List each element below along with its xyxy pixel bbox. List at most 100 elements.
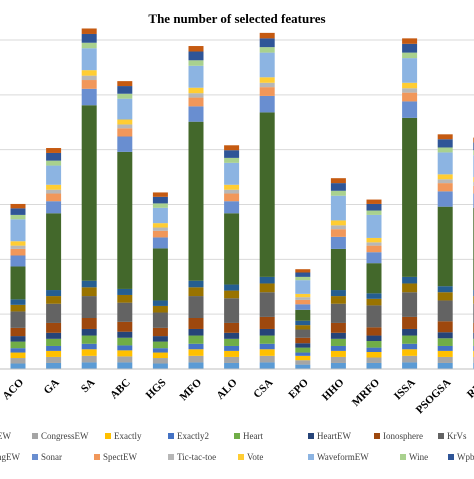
bar-segment-ionosphere-mrfo: [367, 327, 382, 335]
bar-segment-sonar-psogsa: [438, 191, 453, 206]
bar-segment-penglungew-csa: [260, 112, 275, 277]
bar-segment-heart-hgs: [153, 342, 168, 349]
bar-segment-krvskpew-issa: [402, 292, 417, 317]
bar-segment-congressew-hho: [331, 357, 346, 363]
x-tick-label-mrfo: MRFO: [350, 376, 383, 409]
bar-segment-krvskpew-csa: [260, 292, 275, 317]
bar-segment-congressew-mfo: [189, 356, 204, 363]
bar-segment-lymphographyew-mrfo: [367, 299, 382, 306]
bar-segment-lymphographyew-psogsa: [438, 292, 453, 300]
bar-segment-spectew-csa: [260, 87, 275, 96]
bar-segment-heart-epo: [295, 348, 310, 353]
bar-segment-wpbc-hho: [331, 183, 346, 191]
bar-segment-krvskpew-abc: [117, 303, 132, 322]
bar-segment-wpbc-epo: [295, 272, 310, 276]
bar-segment-m-of-n-alo: [224, 285, 239, 291]
bar-segment-congressew-epo: [295, 360, 310, 364]
x-tick-label-alo: ALO: [214, 376, 240, 402]
bar-segment-ionosphere-issa: [402, 317, 417, 329]
bar-segment-heartew-hgs: [153, 336, 168, 341]
bar-segment-penglungew-aco: [11, 266, 26, 299]
legend-swatch: [168, 454, 174, 460]
bar-segment-sonar-mfo: [189, 106, 204, 121]
bar-segment-krvskpew-sa: [82, 296, 97, 318]
bar-segment-m-of-n-epo: [295, 321, 310, 325]
bar-segment-congressew-ga: [46, 357, 61, 363]
legend-item-exactly2: Exactly2: [168, 431, 209, 441]
bar-segment-penglungew-sa: [82, 105, 97, 280]
bar-segment-m-of-n-sa: [82, 281, 97, 288]
bar-segment-zoo-epo: [295, 269, 310, 272]
chart-title: The number of selected features: [148, 11, 325, 26]
bar-segment-lymphographyew-csa: [260, 283, 275, 292]
bar-segment-spectew-abc: [117, 128, 132, 136]
bar-segment-wine-sa: [82, 43, 97, 48]
legend-item-waveformew: WaveformEW: [308, 452, 369, 462]
x-tick-label-mfo: MFO: [177, 376, 204, 403]
bar-segment-exactly-hgs: [153, 353, 168, 358]
legend-item-krvs: KrVs: [438, 431, 467, 441]
bar-stack-sa: [82, 28, 97, 369]
bar-segment-zoo-mrfo: [367, 200, 382, 204]
bar-segment-wpbc-alo: [224, 150, 239, 158]
bar-segment-penglungew-psogsa: [438, 207, 453, 287]
bar-segment-exactly2-issa: [402, 344, 417, 349]
bar-segment-lymphographyew-aco: [11, 305, 26, 312]
bar-stack-alo: [224, 145, 239, 369]
legend-swatch: [32, 433, 38, 439]
bar-segment-heart-psogsa: [438, 338, 453, 346]
bar-segment-waveformew-ga: [46, 166, 61, 185]
legend-swatch: [400, 454, 406, 460]
bar-segment-sonar-epo: [295, 304, 310, 309]
x-tick-label-hgs: HGS: [144, 377, 169, 402]
bar-segment-lymphographyew-ga: [46, 296, 61, 304]
bar-segment-exactly2-csa: [260, 344, 275, 349]
legend-label: Ionosphere: [383, 431, 423, 441]
bar-segment-wine-mfo: [189, 60, 204, 65]
bar-segment-zoo-psogsa: [438, 134, 453, 139]
bar-segment-ionosphere-sa: [82, 318, 97, 329]
bar-segment-krvskpew-ga: [46, 304, 61, 323]
bar-segment-heartew-mrfo: [367, 336, 382, 341]
bar-segment-wine-epo: [295, 277, 310, 280]
legend-item-heartew: HeartEW: [308, 431, 351, 441]
bar-segment-waveformew-issa: [402, 58, 417, 83]
bar-segment-ionosphere-hho: [331, 323, 346, 333]
bar-segment-exactly-alo: [224, 351, 239, 357]
x-tick-label-epo: EPO: [286, 376, 311, 401]
bar-segment-ew-issa: [402, 362, 417, 369]
bar-segment-exactly2-psogsa: [438, 346, 453, 351]
bar-segment-heart-mfo: [189, 336, 204, 344]
bar-segment-m-of-n-hho: [331, 290, 346, 296]
legend-swatch: [308, 433, 314, 439]
bars: [11, 28, 474, 369]
bar-segment-wpbc-aco: [11, 208, 26, 215]
legend-label: ngEW: [0, 452, 20, 462]
legend-swatch: [374, 433, 380, 439]
bar-segment-exactly2-alo: [224, 346, 239, 351]
bar-segment-congressew-aco: [11, 358, 26, 363]
bar-segment-heart-aco: [11, 342, 26, 349]
x-tick-label-hho: HHO: [320, 376, 347, 403]
bar-segment-m-of-n-issa: [402, 277, 417, 284]
bar-segment-vote-abc: [117, 120, 132, 125]
bar-segment-exactly-ga: [46, 351, 61, 357]
legend-item-wpbc: Wpbc: [448, 452, 474, 462]
bar-segment-exactly-sa: [82, 349, 97, 356]
bar-segment-zoo-aco: [11, 204, 26, 208]
bar-segment-exactly2-sa: [82, 344, 97, 349]
legend-label: Sonar: [41, 452, 62, 462]
bar-segment-spectew-epo: [295, 300, 310, 304]
legend-swatch: [168, 433, 174, 439]
bar-segment-spectew-aco: [11, 249, 26, 256]
bar-segment-exactly-aco: [11, 353, 26, 358]
bar-stack-abc: [117, 81, 132, 369]
bar-segment-spectew-psogsa: [438, 183, 453, 191]
x-tick-label-rbp: RBP: [465, 376, 474, 400]
bar-segment-congressew-hgs: [153, 358, 168, 363]
bar-segment-krvskpew-hgs: [153, 313, 168, 328]
bar-segment-tic-tac-toe-sa: [82, 76, 97, 80]
bar-segment-ew-sa: [82, 362, 97, 369]
bar-segment-heart-alo: [224, 339, 239, 346]
